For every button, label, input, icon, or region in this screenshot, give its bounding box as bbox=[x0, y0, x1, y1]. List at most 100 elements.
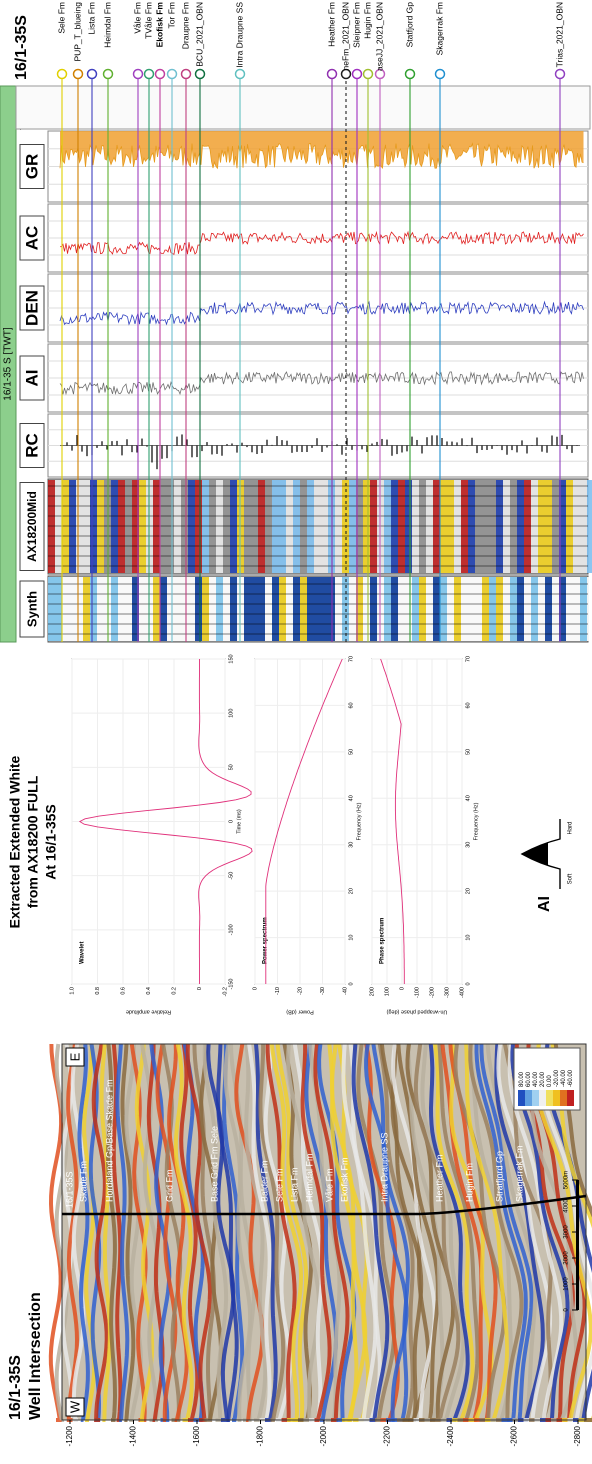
depth-tick-label: -2600 bbox=[510, 1425, 519, 1446]
x-tick-label: 0 bbox=[228, 820, 234, 823]
seismic-reflector bbox=[391, 1043, 437, 1422]
trace-band bbox=[412, 577, 419, 641]
formation-label: Lista Fm bbox=[86, 2, 96, 35]
y-tick-label: -30 bbox=[320, 987, 326, 995]
depth-tick-label: -1200 bbox=[65, 1425, 74, 1446]
depth-tick-label: -2000 bbox=[319, 1425, 328, 1446]
trace-band bbox=[279, 577, 286, 641]
seismic-reflector bbox=[356, 1043, 397, 1422]
y-tick-label: 200 bbox=[369, 987, 375, 996]
formation-marker bbox=[143, 68, 155, 80]
y-tick-label: -100 bbox=[414, 987, 420, 998]
trace-band bbox=[111, 577, 118, 641]
subplot-title: Wavelet bbox=[80, 942, 86, 964]
trace-band bbox=[251, 480, 258, 573]
trace-band bbox=[489, 577, 496, 641]
trace-band bbox=[545, 480, 552, 573]
formation-label: neFm_2021_OBN bbox=[340, 2, 350, 71]
formation-label: Sleipner Fm bbox=[351, 2, 361, 48]
formation-marker bbox=[154, 68, 166, 80]
x-tick-label: 100 bbox=[228, 709, 234, 718]
y-tick-label: -10 bbox=[275, 987, 281, 995]
seismic-reflector bbox=[433, 1043, 475, 1422]
trace-band bbox=[335, 480, 342, 573]
trace-band bbox=[272, 577, 279, 641]
formation-label: Statfjord Gp bbox=[404, 2, 414, 48]
trace-band bbox=[454, 577, 461, 641]
seismic-reflector bbox=[258, 1044, 286, 1422]
trace-band bbox=[167, 577, 174, 641]
well-header: 16/1-35 S [TWT] bbox=[3, 327, 14, 401]
trace-band bbox=[370, 480, 377, 573]
depth-tick-label: -2800 bbox=[573, 1425, 582, 1446]
trace-band bbox=[223, 577, 230, 641]
formation-label: Heather Fm bbox=[326, 2, 336, 47]
track-header-box bbox=[19, 144, 45, 189]
trace-band bbox=[125, 480, 132, 573]
trace-band bbox=[118, 480, 125, 573]
horizon-label: Balder Fm bbox=[259, 1160, 269, 1202]
scale-bar bbox=[576, 1180, 579, 1310]
trace-band bbox=[69, 577, 76, 641]
trace-band bbox=[482, 480, 489, 573]
formation-label: PUP_T_blueing bbox=[72, 2, 82, 62]
legend-value: 40.00 bbox=[533, 1071, 539, 1087]
trace-band bbox=[181, 480, 188, 573]
trace-band bbox=[573, 480, 580, 573]
trace-header-box bbox=[19, 482, 45, 571]
trace-band bbox=[482, 577, 489, 641]
depth-tick-label: -2400 bbox=[446, 1425, 455, 1446]
depth-tick-label: -1800 bbox=[256, 1425, 265, 1446]
ai-hard: Hard bbox=[568, 821, 574, 834]
seismic-reflector bbox=[129, 1043, 148, 1422]
formation-marker bbox=[351, 68, 363, 80]
trace-band bbox=[167, 480, 174, 573]
track-header: AI bbox=[22, 370, 41, 387]
x-tick-label: -50 bbox=[228, 872, 234, 880]
seismic-reflector bbox=[494, 1043, 545, 1422]
trace-band bbox=[510, 577, 517, 641]
wavelet-panel-title: from AX18200 FULL bbox=[25, 775, 41, 908]
x-tick-label: 150 bbox=[228, 654, 234, 663]
formation-label: Intra Draupne SS bbox=[234, 2, 244, 68]
y-tick-label: -200 bbox=[429, 987, 435, 998]
seismic-reflector bbox=[155, 1043, 178, 1422]
horizon-label: Ekofisk Fm bbox=[339, 1157, 349, 1202]
x-tick-label: 0 bbox=[465, 982, 471, 985]
legend-swatch bbox=[560, 1090, 567, 1106]
trace-band bbox=[524, 577, 531, 641]
well-path bbox=[62, 1194, 587, 1216]
trace-band bbox=[188, 577, 195, 641]
seismic-reflector bbox=[91, 1043, 109, 1422]
seismic-reflector bbox=[330, 1043, 368, 1422]
x-tick-label: 50 bbox=[465, 749, 471, 755]
formation-marker bbox=[72, 68, 84, 80]
trace-band bbox=[153, 577, 160, 641]
x-tick-label: 70 bbox=[465, 656, 471, 662]
seismic-title: 16/1-35S bbox=[7, 1355, 24, 1420]
formation-marker bbox=[374, 68, 386, 80]
trace-band bbox=[489, 480, 496, 573]
trace-band bbox=[524, 480, 531, 573]
trace-band bbox=[559, 577, 566, 641]
horizon-label: Skagerrak Fm bbox=[514, 1145, 524, 1202]
trace-band bbox=[293, 577, 300, 641]
legend-swatch bbox=[546, 1090, 553, 1106]
trace-band bbox=[69, 480, 76, 573]
x-tick-label: 60 bbox=[348, 702, 354, 708]
trace-band bbox=[356, 577, 363, 641]
y-axis-label: Un-wrapped phase (deg) bbox=[386, 1009, 447, 1015]
seismic-reflector bbox=[244, 1043, 268, 1422]
x-tick-label: 10 bbox=[348, 935, 354, 941]
scale-label: 4000 bbox=[564, 1199, 570, 1213]
track-header: DEN bbox=[22, 290, 41, 326]
seismic-reflector bbox=[247, 1043, 272, 1422]
seismic-reflector bbox=[468, 1043, 524, 1422]
trace-band bbox=[531, 480, 538, 573]
seismic-reflector bbox=[371, 1043, 410, 1422]
formation-marker bbox=[132, 68, 144, 80]
y-tick-label: 0.4 bbox=[146, 987, 152, 995]
trace-band bbox=[580, 480, 587, 573]
legend-value: 20.00 bbox=[540, 1071, 546, 1087]
formation-label: Våle Fm bbox=[132, 2, 142, 34]
